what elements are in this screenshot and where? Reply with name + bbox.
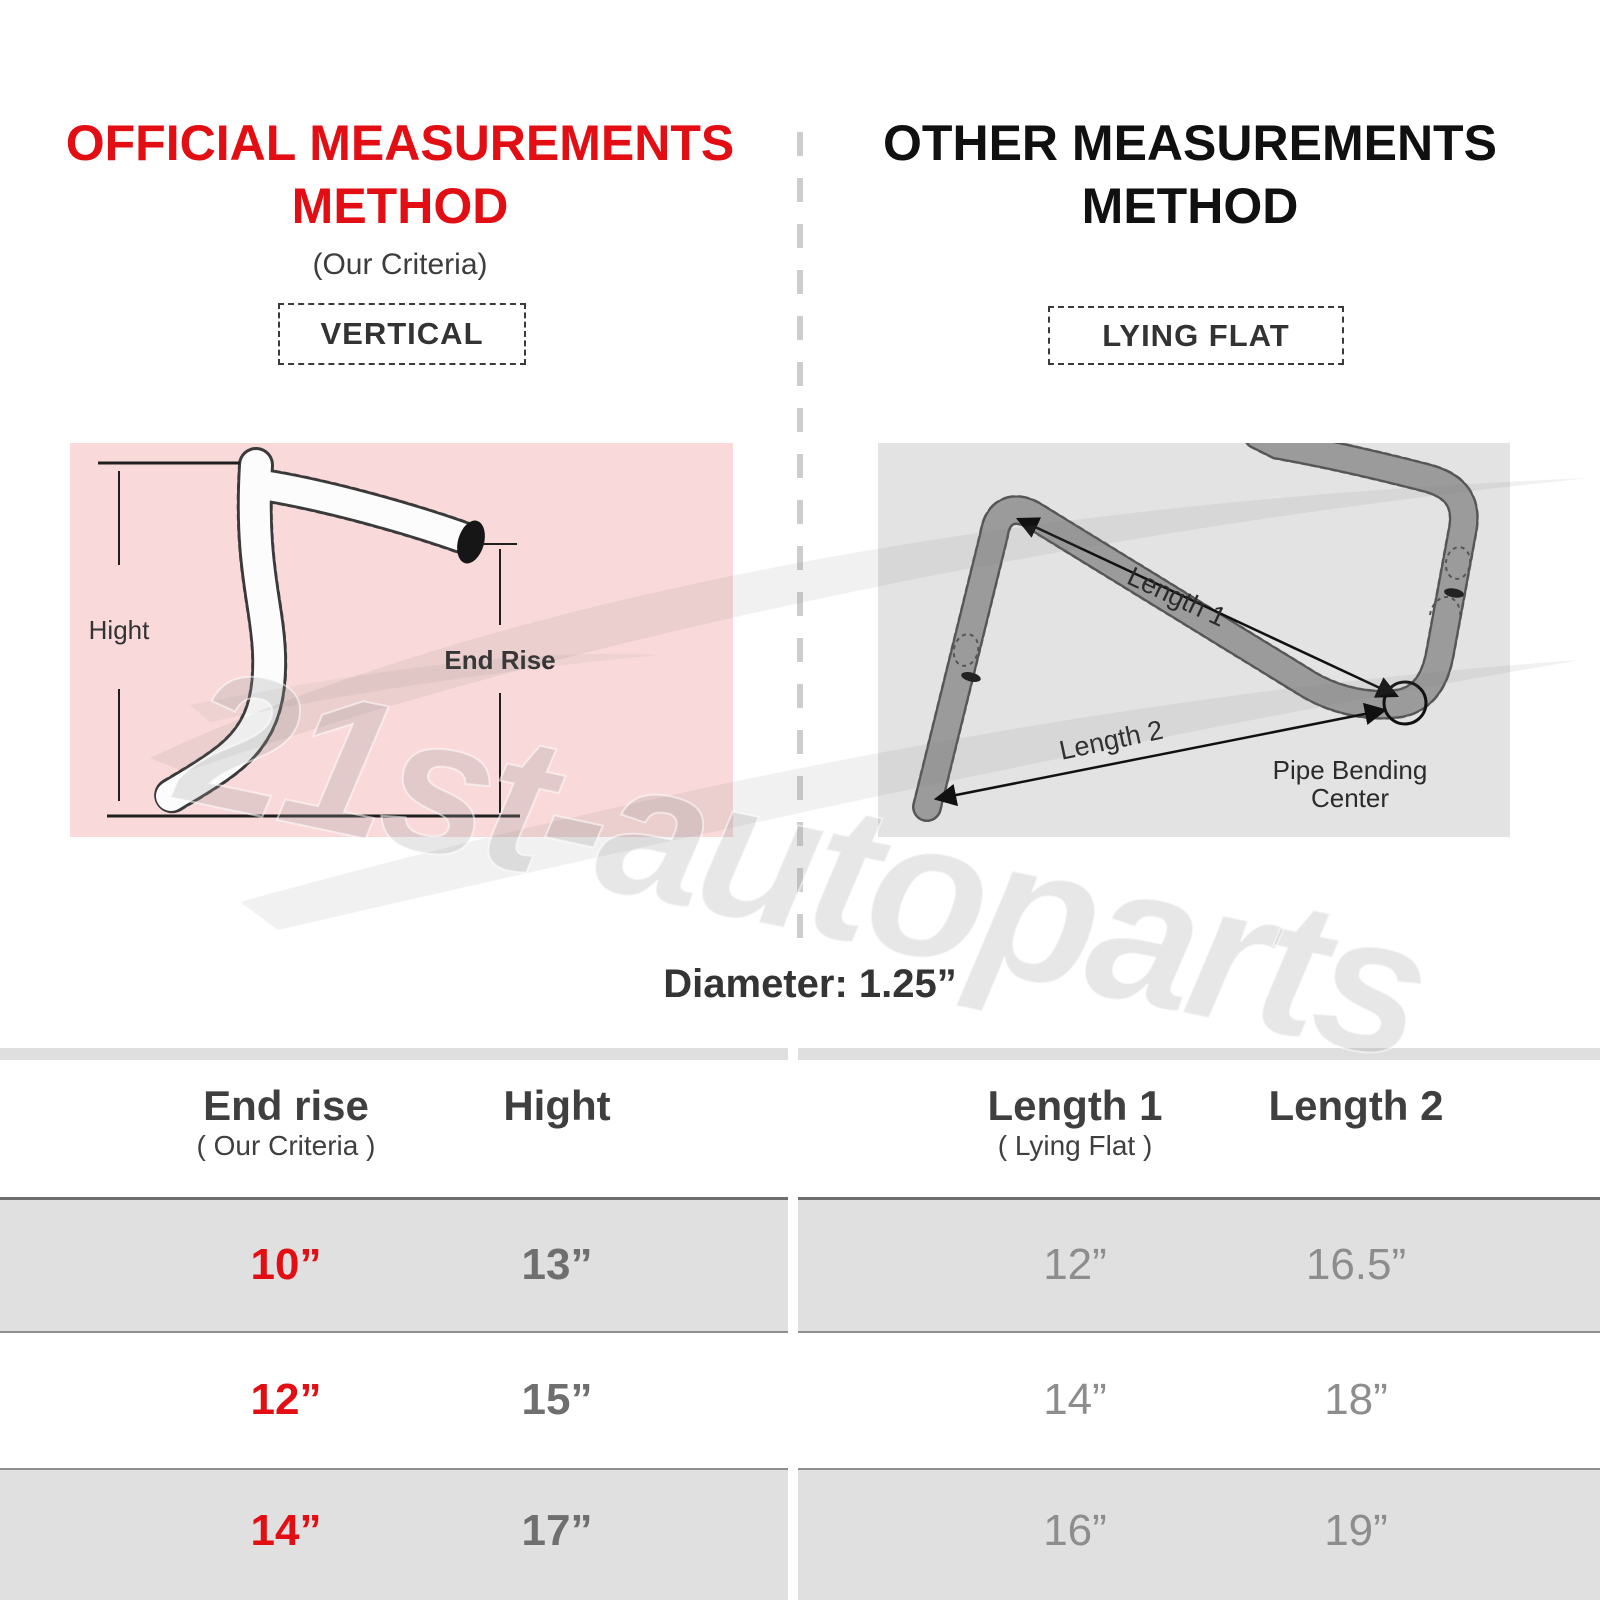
column-header-length1: Length 1 ( Lying Flat ) bbox=[915, 1082, 1235, 1162]
cell-end-rise: 14” bbox=[250, 1506, 322, 1555]
column-header-end-rise-label: End rise bbox=[203, 1082, 369, 1129]
table-row bbox=[798, 1468, 1600, 1600]
vertical-handlebar-drawing: Hight End Rise bbox=[89, 447, 556, 818]
height-dimension-label: Hight bbox=[89, 615, 150, 645]
official-method-subtitle: (Our Criteria) bbox=[312, 248, 488, 281]
diameter-note: Diameter: 1.25” bbox=[663, 962, 957, 1006]
cell-hight: 17” bbox=[521, 1506, 593, 1555]
table-row bbox=[798, 1200, 1600, 1333]
cell-length1: 16” bbox=[1043, 1506, 1107, 1555]
table-top-band-right bbox=[798, 1048, 1600, 1060]
length2-arrow bbox=[933, 702, 1388, 807]
center-divider-dashed-line bbox=[797, 132, 803, 952]
other-method-title-line1: OTHER MEASUREMENTS bbox=[883, 115, 1497, 171]
lying-flat-measure-diagram: Length 1 Length 2 Pipe Bending Center bbox=[878, 443, 1510, 837]
cell-length2: 16.5” bbox=[1305, 1240, 1407, 1289]
flat-handlebar-drawing: Length 1 Length 2 Pipe Bending Center bbox=[912, 443, 1479, 822]
column-header-end-rise-sublabel: ( Our Criteria ) bbox=[196, 1130, 376, 1161]
length1-arrow bbox=[1015, 517, 1400, 698]
cell-hight: 15” bbox=[521, 1375, 593, 1424]
cell-length1: 14” bbox=[1043, 1375, 1107, 1424]
column-header-hight-label: Hight bbox=[503, 1082, 611, 1129]
table-row bbox=[0, 1335, 788, 1468]
other-method-title-line2: METHOD bbox=[1081, 178, 1299, 234]
column-header-length1-sublabel: ( Lying Flat ) bbox=[997, 1130, 1153, 1161]
pipe-bending-center-label-line2: Center bbox=[1311, 783, 1389, 813]
pipe-bending-center-label-line1: Pipe Bending bbox=[1273, 755, 1428, 785]
column-header-end-rise: End rise ( Our Criteria ) bbox=[126, 1082, 446, 1162]
cell-end-rise: 10” bbox=[250, 1240, 322, 1289]
official-method-title-line1: OFFICIAL MEASUREMENTS bbox=[65, 115, 735, 171]
header-divider-right bbox=[798, 1197, 1600, 1200]
cell-hight: 13” bbox=[521, 1240, 593, 1289]
official-method-title-line2: METHOD bbox=[291, 178, 509, 234]
cell-length2: 18” bbox=[1324, 1375, 1388, 1424]
table-top-band-left bbox=[0, 1048, 788, 1060]
table-row bbox=[0, 1200, 788, 1333]
column-header-length1-label: Length 1 bbox=[987, 1082, 1163, 1129]
end-rise-dimension-label: End Rise bbox=[444, 645, 555, 675]
cell-length1: 12” bbox=[1043, 1240, 1107, 1289]
header-divider-left bbox=[0, 1197, 788, 1200]
table-row bbox=[798, 1335, 1600, 1468]
column-header-length2: Length 2 bbox=[1196, 1082, 1516, 1130]
vertical-method-badge: VERTICAL bbox=[278, 303, 526, 365]
vertical-measure-diagram: Hight End Rise bbox=[70, 443, 733, 837]
cell-length2: 19” bbox=[1324, 1506, 1388, 1555]
lying-flat-method-badge: LYING FLAT bbox=[1048, 306, 1344, 365]
column-header-hight: Hight bbox=[397, 1082, 717, 1130]
table-row bbox=[0, 1468, 788, 1600]
cell-end-rise: 12” bbox=[250, 1375, 322, 1424]
other-method-title: OTHER MEASUREMENTS METHOD bbox=[860, 112, 1520, 238]
column-header-length2-label: Length 2 bbox=[1268, 1082, 1444, 1129]
bar-end-cap bbox=[457, 520, 485, 564]
official-method-title: OFFICIAL MEASUREMENTS METHOD bbox=[40, 112, 760, 238]
